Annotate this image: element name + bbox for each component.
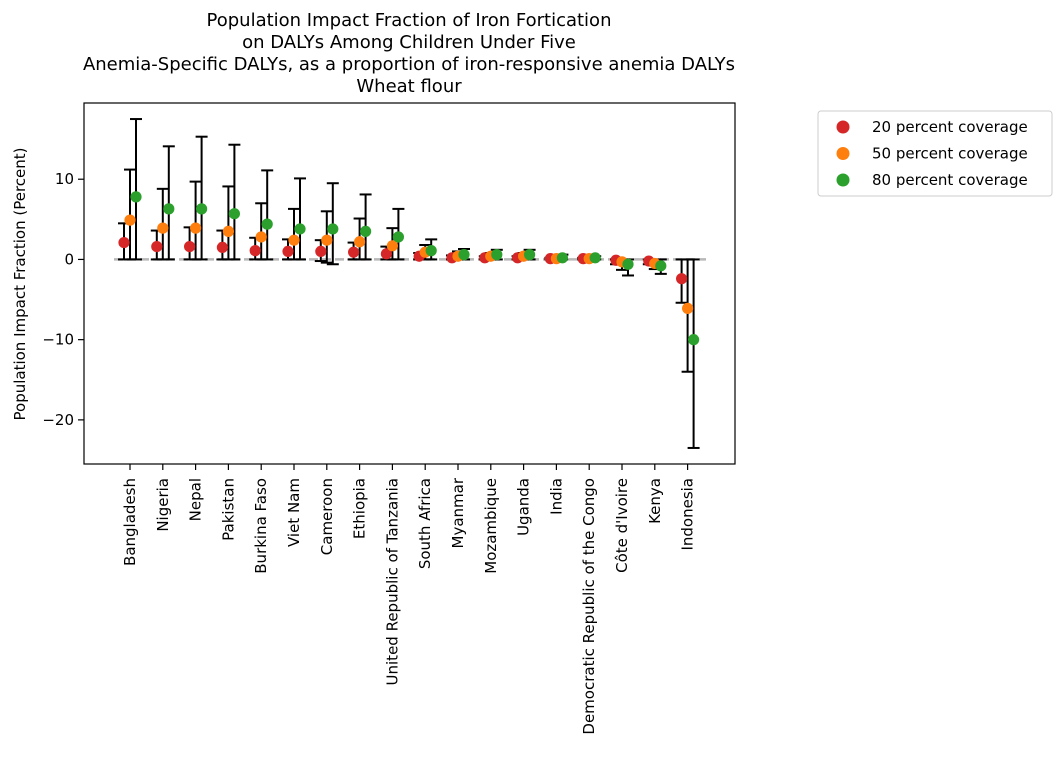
title-line-3: Anemia-Specific DALYs, as a proportion o… <box>83 54 735 75</box>
point-series-3-18 <box>688 334 700 346</box>
x-tick-label-11: Myanmar <box>449 477 467 548</box>
legend: 20 percent coverage 50 percent coverage 80… <box>817 110 1053 197</box>
legend-frame <box>817 110 1053 197</box>
x-tick-label-1: Bangladesh <box>121 478 139 566</box>
point-series-3-9 <box>392 231 404 243</box>
point-series-1-6 <box>282 245 294 258</box>
point-series-1-9 <box>380 248 392 260</box>
x-tick-label-13: Uganda <box>515 478 533 536</box>
y-tick-label-4: 10 <box>55 170 74 188</box>
point-series-1-4 <box>216 241 228 253</box>
title-line-2: on DALYs Among Children Under Five <box>242 32 576 53</box>
data-points <box>118 191 700 346</box>
point-series-3-1 <box>130 191 142 203</box>
x-tick-label-18: Indonesia <box>679 478 697 551</box>
x-tick-label-6: Viet Nam <box>285 478 303 547</box>
point-series-3-14 <box>556 252 569 264</box>
point-series-1-3 <box>184 240 196 253</box>
point-series-3-11 <box>458 249 470 261</box>
legend-label-3: 80 percent coverage <box>872 171 1028 189</box>
point-series-3-13 <box>524 249 536 261</box>
point-series-2-5 <box>255 231 267 243</box>
point-series-2-18 <box>682 302 694 314</box>
point-series-2-4 <box>222 225 234 237</box>
plot-frame <box>83 102 736 465</box>
point-series-3-3 <box>196 203 208 215</box>
point-series-1-18 <box>676 273 688 285</box>
x-tick-label-4: Pakistan <box>219 478 237 541</box>
y-tick-label-3: 0 <box>64 250 74 268</box>
point-series-2-2 <box>157 222 169 234</box>
legend-marker-1 <box>836 120 850 134</box>
x-tick-label-7: Cameroon <box>318 478 336 555</box>
point-series-3-2 <box>163 203 175 215</box>
point-series-3-15 <box>589 252 601 264</box>
point-series-3-8 <box>360 225 372 237</box>
legend-label-1: 20 percent coverage <box>872 118 1028 136</box>
point-series-2-6 <box>288 234 300 246</box>
x-tick-label-3: Nepal <box>187 478 205 521</box>
legend-marker-3 <box>836 173 850 187</box>
point-series-3-5 <box>261 218 273 230</box>
x-tick-label-5: Burkina Faso <box>252 478 270 574</box>
x-tick-label-14: India <box>547 478 565 515</box>
x-tick-label-16: Côte d'Ivoire <box>613 478 631 573</box>
point-series-2-9 <box>386 240 398 252</box>
x-tick-label-8: Ethiopia <box>351 478 369 539</box>
point-series-1-2 <box>151 240 163 253</box>
x-tick-label-9: United Republic of Tanzania <box>383 478 401 685</box>
point-series-3-4 <box>228 208 240 220</box>
point-series-1-7 <box>315 245 327 258</box>
x-tick-label-17: Kenya <box>646 478 664 524</box>
point-series-2-1 <box>124 214 136 226</box>
legend-marker-2 <box>836 147 850 160</box>
point-series-1-8 <box>348 246 360 258</box>
y-tick-label-2: −10 <box>42 331 74 349</box>
chart-title: Population Impact Fraction of Iron Forti… <box>83 10 735 97</box>
point-series-3-17 <box>655 260 667 272</box>
x-axis: Bangladesh Nigeria Nepal Pakistan Burkina Fa… <box>121 464 697 735</box>
point-series-3-7 <box>327 223 339 235</box>
title-line-4: Wheat flour <box>356 76 462 97</box>
x-tick-label-15: Democratic Republic of the Congo <box>580 478 598 735</box>
x-tick-label-10: South Africa <box>416 478 434 569</box>
x-tick-label-12: Mozambique <box>482 478 500 574</box>
point-series-3-16 <box>622 258 634 270</box>
point-series-3-10 <box>425 245 437 257</box>
title-line-1: Population Impact Fraction of Iron Forti… <box>207 10 612 31</box>
y-axis: −20 −10 0 10 <box>42 170 84 429</box>
point-series-2-8 <box>354 236 366 248</box>
point-series-1-1 <box>118 236 130 249</box>
legend-label-2: 50 percent coverage <box>872 145 1028 163</box>
point-series-2-7 <box>321 234 333 246</box>
y-axis-label: Population Impact Fraction (Percent) <box>11 147 29 420</box>
x-tick-label-2: Nigeria <box>154 478 172 532</box>
y-tick-label-1: −20 <box>42 411 74 429</box>
point-series-1-5 <box>249 245 261 257</box>
point-series-3-6 <box>294 223 306 235</box>
error-bars <box>118 118 700 449</box>
point-series-2-3 <box>190 222 202 234</box>
point-series-3-12 <box>491 249 503 261</box>
